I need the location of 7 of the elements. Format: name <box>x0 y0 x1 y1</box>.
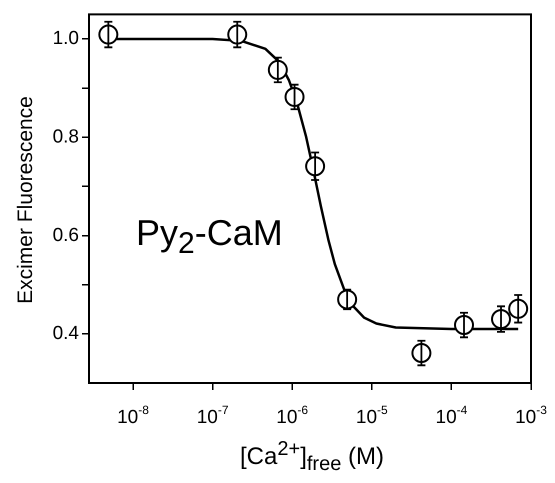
annotation: Py$_{2}$-CaM <box>136 212 283 262</box>
y-tick-label: 0.4 <box>52 323 80 344</box>
y-axis-title: Excimer Fluorescence <box>14 96 38 304</box>
y-tick-label: 0.8 <box>52 126 79 148</box>
y-tick-label: 0.6 <box>52 224 79 246</box>
y-tick-label: 1.0 <box>52 28 79 50</box>
x-axis-title: [Ca$^{2+}$]$_{free}$ (M) <box>239 437 385 477</box>
